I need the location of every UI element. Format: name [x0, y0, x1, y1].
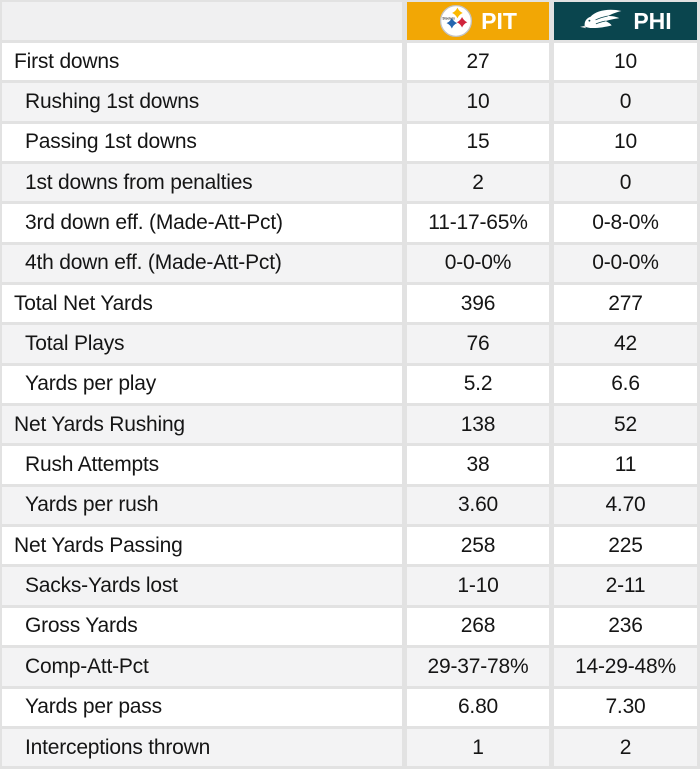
pit-value: 38 — [407, 446, 549, 484]
pit-value: 1-10 — [407, 567, 549, 605]
stat-label-cell: Yards per pass — [2, 688, 402, 726]
pit-value: 29-37-78% — [407, 648, 549, 686]
phi-team-header: PHI — [554, 2, 697, 40]
stat-label-cell: Gross Yards — [2, 607, 402, 646]
stat-label: 4th down eff. (Made-Att-Pct) — [25, 251, 282, 275]
stat-label: 3rd down eff. (Made-Att-Pct) — [25, 211, 283, 235]
stat-label-cell: Total Plays — [2, 325, 402, 363]
pit-value: 76 — [407, 325, 549, 363]
phi-value: 236 — [554, 607, 697, 646]
pit-value: 1 — [407, 728, 549, 767]
phi-value: 4.70 — [554, 486, 697, 525]
stat-label-cell: Interceptions thrown — [2, 728, 402, 767]
phi-value: 6.6 — [554, 365, 697, 404]
phi-value: 10 — [554, 43, 697, 81]
eagles-logo-icon — [579, 6, 625, 36]
stat-label-cell: 1st downs from penalties — [2, 164, 402, 202]
stat-label-cell: First downs — [2, 43, 402, 81]
phi-team-abbr: PHI — [633, 7, 672, 34]
stat-label-cell: Net Yards Passing — [2, 527, 402, 565]
stat-label: Comp-Att-Pct — [25, 654, 149, 678]
phi-value: 14-29-48% — [554, 648, 697, 686]
stat-label-cell: Comp-Att-Pct — [2, 648, 402, 686]
pit-value: 268 — [407, 607, 549, 646]
phi-value: 42 — [554, 325, 697, 363]
pit-value: 396 — [407, 285, 549, 323]
stat-label-cell: Rush Attempts — [2, 446, 402, 484]
pit-value: 5.2 — [407, 365, 549, 404]
pit-value: 138 — [407, 406, 549, 444]
stat-label: Yards per pass — [25, 695, 162, 719]
pit-value: 6.80 — [407, 688, 549, 726]
steelers-logo-icon: Steelers — [439, 4, 473, 38]
stat-label-cell: Rushing 1st downs — [2, 83, 402, 121]
stat-label: 1st downs from penalties — [25, 170, 253, 194]
stat-label-cell: Yards per rush — [2, 486, 402, 525]
pit-team-abbr: PIT — [481, 7, 517, 34]
stat-label: Interceptions thrown — [25, 735, 211, 759]
phi-value: 225 — [554, 527, 697, 565]
pit-value: 258 — [407, 527, 549, 565]
stat-label-cell: Passing 1st downs — [2, 123, 402, 162]
pit-value: 11-17-65% — [407, 204, 549, 242]
pit-team-header: Steelers PIT — [407, 2, 549, 40]
stat-label: Rushing 1st downs — [25, 90, 200, 114]
stat-label: Yards per play — [25, 372, 157, 396]
stat-label-cell: Net Yards Rushing — [2, 406, 402, 444]
stat-label-cell: Yards per play — [2, 365, 402, 404]
stat-label: Net Yards Passing — [14, 533, 183, 557]
stat-label-cell: 3rd down eff. (Made-Att-Pct) — [2, 204, 402, 242]
stat-label: First downs — [14, 49, 120, 73]
stat-label: Rush Attempts — [25, 453, 159, 477]
pit-value: 0-0-0% — [407, 244, 549, 283]
stat-label: Sacks-Yards lost — [25, 574, 178, 598]
svg-text:Steelers: Steelers — [443, 17, 456, 21]
phi-value: 0 — [554, 83, 697, 121]
phi-value: 2 — [554, 728, 697, 767]
phi-value: 52 — [554, 406, 697, 444]
stat-label: Net Yards Rushing — [14, 412, 185, 436]
phi-value: 277 — [554, 285, 697, 323]
phi-value: 7.30 — [554, 688, 697, 726]
stat-label-cell: 4th down eff. (Made-Att-Pct) — [2, 244, 402, 283]
pit-value: 3.60 — [407, 486, 549, 525]
stat-label: Gross Yards — [25, 614, 138, 638]
pit-value: 27 — [407, 43, 549, 81]
stat-label-cell: Total Net Yards — [2, 285, 402, 323]
stat-label: Total Net Yards — [14, 291, 153, 315]
phi-value: 2-11 — [554, 567, 697, 605]
phi-value: 0 — [554, 164, 697, 202]
phi-value: 0-8-0% — [554, 204, 697, 242]
stat-label-cell: Sacks-Yards lost — [2, 567, 402, 605]
phi-value: 11 — [554, 446, 697, 484]
stat-label: Yards per rush — [25, 493, 159, 517]
phi-value: 10 — [554, 123, 697, 162]
stat-label: Total Plays — [25, 332, 125, 356]
pit-value: 10 — [407, 83, 549, 121]
stat-label: Passing 1st downs — [25, 130, 197, 154]
pit-value: 2 — [407, 164, 549, 202]
phi-value: 0-0-0% — [554, 244, 697, 283]
pit-value: 15 — [407, 123, 549, 162]
stats-header-spacer — [2, 2, 402, 40]
